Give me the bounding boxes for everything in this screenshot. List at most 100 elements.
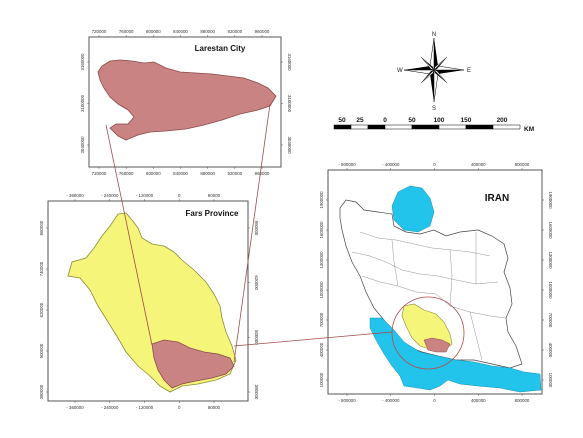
larestan-x-tick-bottom: 840000 <box>173 171 188 176</box>
iran-x-tick-top: - 800000 <box>338 162 356 167</box>
fars-x-tick-top: - 240000 <box>101 193 119 198</box>
scale-bar-label: 0 <box>383 117 387 124</box>
iran-map-title: IRAN <box>485 193 509 204</box>
fars-x-tick-top: - 120000 <box>136 193 154 198</box>
iran-y-tick-left: 1600000 <box>319 221 324 239</box>
scale-bar-label: 50 <box>408 117 416 124</box>
iran-province-borders <box>351 231 507 361</box>
iran-y-tick-right: 1600000 <box>548 221 553 239</box>
iran-y-tick-right: 1900000 <box>548 191 553 209</box>
scale-bar-label: 200 <box>497 117 508 124</box>
caspian-sea-polygon <box>391 185 435 233</box>
iran-x-tick-bottom: 800000 <box>515 398 530 403</box>
larestan-x-tick-top: 800000 <box>146 29 161 34</box>
fars-y-tick-left: 620000 <box>39 302 44 317</box>
scale-bar-label: 150 <box>461 117 472 124</box>
larestan-y-tick-left: 3040000 <box>80 136 85 154</box>
larestan-y-tick-right: 3160000 <box>287 53 292 71</box>
fars-y-tick-right: 500000 <box>254 330 259 345</box>
larestan-map-panel: Larestan City <box>88 36 282 168</box>
fars-map-panel: Fars Province <box>47 200 249 402</box>
compass-south-label: S <box>432 106 436 112</box>
larestan-map-title: Larestan City <box>195 44 246 53</box>
iran-country-outline <box>339 199 523 369</box>
iran-x-tick-top: 400000 <box>471 162 486 167</box>
iran-y-tick-right: 100000 <box>548 373 553 388</box>
scale-bar-unit: KM <box>524 126 534 133</box>
iran-y-tick-right: 1000000 <box>548 281 553 299</box>
fars-x-tick-bottom: - 360000 <box>66 405 84 410</box>
iran-y-tick-right: 1300000 <box>548 251 553 269</box>
iran-axis-ticks: - 800000 - 400000 0 400000 800000 - 800000 - 4… <box>319 162 553 403</box>
larestan-x-tick-top: 960000 <box>255 29 270 34</box>
larestan-city-polygon <box>97 59 277 141</box>
scale-bar-labels: 50 25 0 50 100 150 200 <box>338 117 507 124</box>
iran-y-tick-right: 700000 <box>548 313 553 328</box>
fars-y-tick-right: 380000 <box>254 385 259 400</box>
larestan-y-tick-left: 3100000 <box>80 94 85 112</box>
scale-bar-segments <box>333 124 521 130</box>
iran-x-tick-bottom: - 400000 <box>382 398 400 403</box>
fars-x-tick-top: 80000 <box>208 193 221 198</box>
larestan-x-tick-top: 760000 <box>119 29 134 34</box>
persian-gulf-polygon <box>369 317 542 393</box>
fars-y-tick-right: 620000 <box>254 275 259 290</box>
iran-y-tick-left: 1300000 <box>319 251 324 269</box>
larestan-x-tick-bottom: 800000 <box>146 171 161 176</box>
larestan-x-tick-top: 880000 <box>200 29 215 34</box>
iran-map-panel: IRAN <box>327 169 543 395</box>
larestan-y-tick-right: 3040000 <box>287 136 292 154</box>
iran-x-tick-bottom: - 800000 <box>338 398 356 403</box>
fars-y-tick-left: 500000 <box>39 343 44 358</box>
iran-x-tick-bottom: 0 <box>433 398 436 403</box>
iran-x-tick-bottom: 400000 <box>471 398 486 403</box>
connector-larestan-left <box>105 124 153 346</box>
larestan-x-tick-bottom: 880000 <box>200 171 215 176</box>
scale-bar-label: 50 <box>338 117 346 124</box>
panel-connector-lines <box>105 103 393 363</box>
fars-x-tick-bottom: - 120000 <box>136 405 154 410</box>
fars-province-polygon <box>67 212 237 393</box>
iran-y-tick-left: 100000 <box>319 372 324 387</box>
fars-x-tick-bottom: 80000 <box>208 405 221 410</box>
larestan-axis-ticks: 720000 760000 800000 840000 880000 920000 9600… <box>80 29 292 176</box>
scale-bar-label: 25 <box>356 117 364 124</box>
fars-x-tick-top: - 360000 <box>66 193 84 198</box>
larestan-x-tick-bottom: 960000 <box>255 171 270 176</box>
iran-y-tick-left: 700000 <box>319 312 324 327</box>
iran-x-tick-top: 800000 <box>515 162 530 167</box>
fars-map-title: Fars Province <box>186 209 239 218</box>
iran-y-tick-left: 1000000 <box>319 281 324 299</box>
study-area-highlight-circle <box>391 296 465 370</box>
fars-x-tick-top: 0 <box>178 193 181 198</box>
larestan-y-tick-left: 3160000 <box>80 53 85 71</box>
scale-bar: 50 25 0 50 100 150 200 KM <box>333 117 534 133</box>
larestan-x-tick-top: 720000 <box>92 29 107 34</box>
connector-fars-to-iran <box>233 331 393 347</box>
scale-bar-label: 100 <box>434 117 445 124</box>
larestan-x-tick-bottom: 760000 <box>119 171 134 176</box>
iran-y-tick-right: 400000 <box>548 343 553 358</box>
fars-x-tick-bottom: - 240000 <box>101 405 119 410</box>
fars-y-tick-right: 860000 <box>254 221 259 236</box>
connector-larestan-right <box>233 103 271 363</box>
fars-y-tick-left: 860000 <box>39 220 44 235</box>
iran-y-tick-left: 1900000 <box>319 191 324 209</box>
larestan-x-tick-bottom: 720000 <box>92 171 107 176</box>
larestan-y-tick-right: 3100000 <box>287 95 292 113</box>
iran-x-tick-top: 0 <box>433 162 436 167</box>
fars-x-tick-bottom: 0 <box>178 405 181 410</box>
larestan-within-iran-polygon <box>423 337 451 353</box>
larestan-within-fars-polygon <box>151 339 235 389</box>
larestan-x-tick-bottom: 920000 <box>228 171 243 176</box>
north-arrow-compass: N S E W <box>397 32 471 112</box>
coordinate-tick-labels: 720000 760000 800000 840000 880000 920000 9600… <box>39 29 553 410</box>
compass-north-label: N <box>432 32 436 38</box>
compass-west-label: W <box>397 68 403 74</box>
larestan-x-tick-top: 840000 <box>173 29 188 34</box>
fars-axis-ticks: - 360000 - 240000 - 120000 0 80000 - 360000 - … <box>39 193 259 410</box>
compass-east-label: E <box>467 68 471 74</box>
fars-y-tick-left: 740000 <box>39 261 44 276</box>
fars-y-tick-left: 380000 <box>39 384 44 399</box>
